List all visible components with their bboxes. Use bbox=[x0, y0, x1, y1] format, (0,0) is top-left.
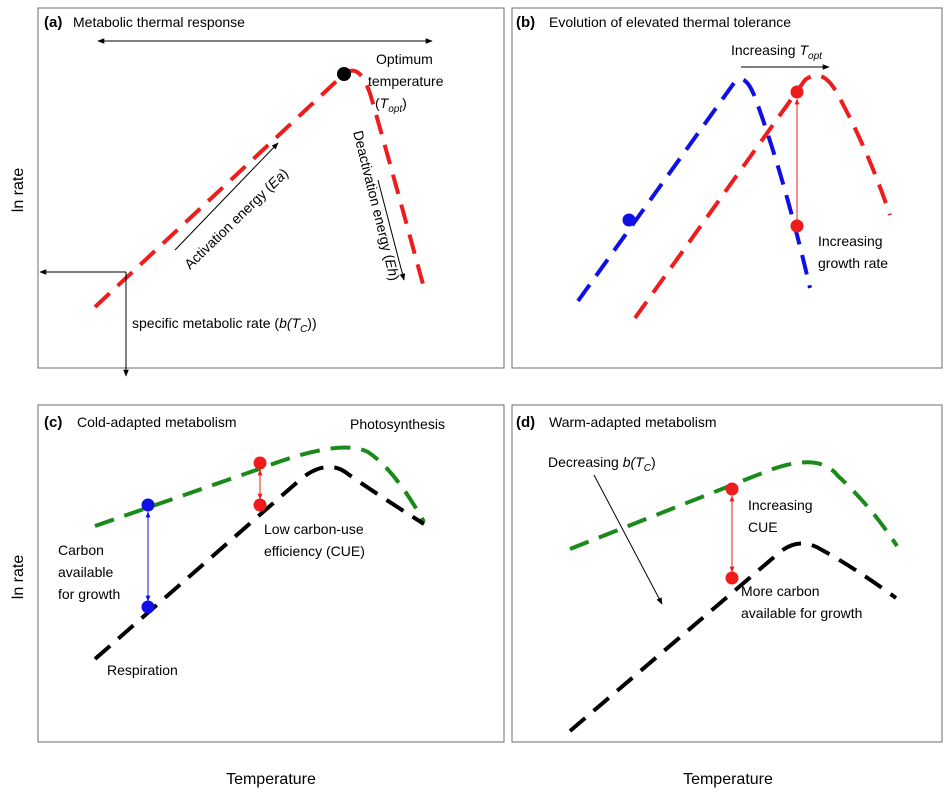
evolved-lower-point bbox=[790, 219, 804, 233]
y-axis-label-top: ln rate bbox=[10, 168, 27, 213]
increasing-cue-line2: CUE bbox=[748, 519, 778, 535]
respiration-curve bbox=[93, 465, 426, 661]
photosynthesis-label: Photosynthesis bbox=[350, 416, 445, 432]
photosynthesis-point-blue bbox=[141, 498, 155, 512]
photosynthesis-curve bbox=[94, 445, 426, 528]
activation-arrow bbox=[174, 142, 279, 251]
decreasing-label: Decreasing b(TC) bbox=[548, 454, 656, 474]
y-axis-label-bottom: ln rate bbox=[10, 555, 27, 600]
optimum-point bbox=[337, 67, 351, 81]
decreasing-arrow bbox=[593, 474, 663, 605]
panel-d-tag: (d) bbox=[516, 414, 535, 431]
panel-d-frame bbox=[511, 404, 943, 743]
photosynthesis-curve-warm bbox=[569, 460, 899, 551]
panel-b-tag: (b) bbox=[516, 14, 535, 31]
respiration-label: Respiration bbox=[107, 662, 178, 678]
photosynthesis-point-red bbox=[253, 456, 267, 470]
respiration-curve-warm bbox=[568, 541, 898, 733]
low-cue-label-line1: Low carbon-use bbox=[264, 521, 364, 537]
thermal-response-curve bbox=[93, 68, 426, 309]
panel-b-title: Evolution of elevated thermal tolerance bbox=[549, 14, 791, 30]
ancestral-curve bbox=[576, 77, 812, 303]
panel-a-tag: (a) bbox=[44, 14, 62, 31]
photosynthesis-point-warm bbox=[725, 482, 739, 496]
carbon-label-line3: for growth bbox=[58, 586, 120, 602]
carbon-label-line2: available bbox=[58, 564, 113, 580]
more-carbon-line1: More carbon bbox=[741, 583, 820, 599]
increasing-cue-line1: Increasing bbox=[748, 497, 813, 513]
growth-rate-label-line1: Increasing bbox=[818, 233, 883, 249]
low-cue-label-line2: efficiency (CUE) bbox=[264, 543, 365, 559]
optimum-label-line1: Optimum bbox=[376, 51, 433, 67]
ancestral-point bbox=[622, 213, 636, 227]
respiration-point-red bbox=[253, 498, 267, 512]
evolved-upper-point bbox=[790, 85, 804, 99]
growth-rate-label-line2: growth rate bbox=[818, 255, 888, 271]
panel-c-title: Cold-adapted metabolism bbox=[77, 414, 237, 430]
optimum-label-line2: temperature bbox=[368, 73, 444, 89]
specific-rate-label: specific metabolic rate (b(TC)) bbox=[132, 315, 317, 335]
panel-c: (c) Cold-adapted metabolism Photosynthes… bbox=[37, 404, 505, 743]
panel-d: (d) Warm-adapted metabolism Decreasing b… bbox=[511, 404, 943, 743]
panel-d-title: Warm-adapted metabolism bbox=[549, 414, 717, 430]
respiration-point-warm bbox=[725, 571, 739, 585]
optimum-label-line3: (Topt) bbox=[375, 95, 407, 115]
panel-c-tag: (c) bbox=[44, 414, 62, 431]
panel-a-title: Metabolic thermal response bbox=[73, 14, 245, 30]
x-axis-label-right: Temperature bbox=[683, 771, 773, 788]
panel-c-frame bbox=[37, 404, 505, 743]
more-carbon-line2: available for growth bbox=[741, 605, 862, 621]
x-axis-label-left: Temperature bbox=[226, 771, 316, 788]
increasing-topt-label: Increasing Topt bbox=[731, 42, 823, 62]
respiration-point-blue bbox=[141, 600, 155, 614]
panel-b: (b) Evolution of elevated thermal tolera… bbox=[511, 7, 943, 369]
panel-a-frame bbox=[37, 7, 505, 369]
deactivation-arrow bbox=[377, 179, 406, 281]
carbon-label-line1: Carbon bbox=[58, 542, 104, 558]
panel-a: (a) Metabolic thermal response Optimum t… bbox=[37, 7, 505, 377]
